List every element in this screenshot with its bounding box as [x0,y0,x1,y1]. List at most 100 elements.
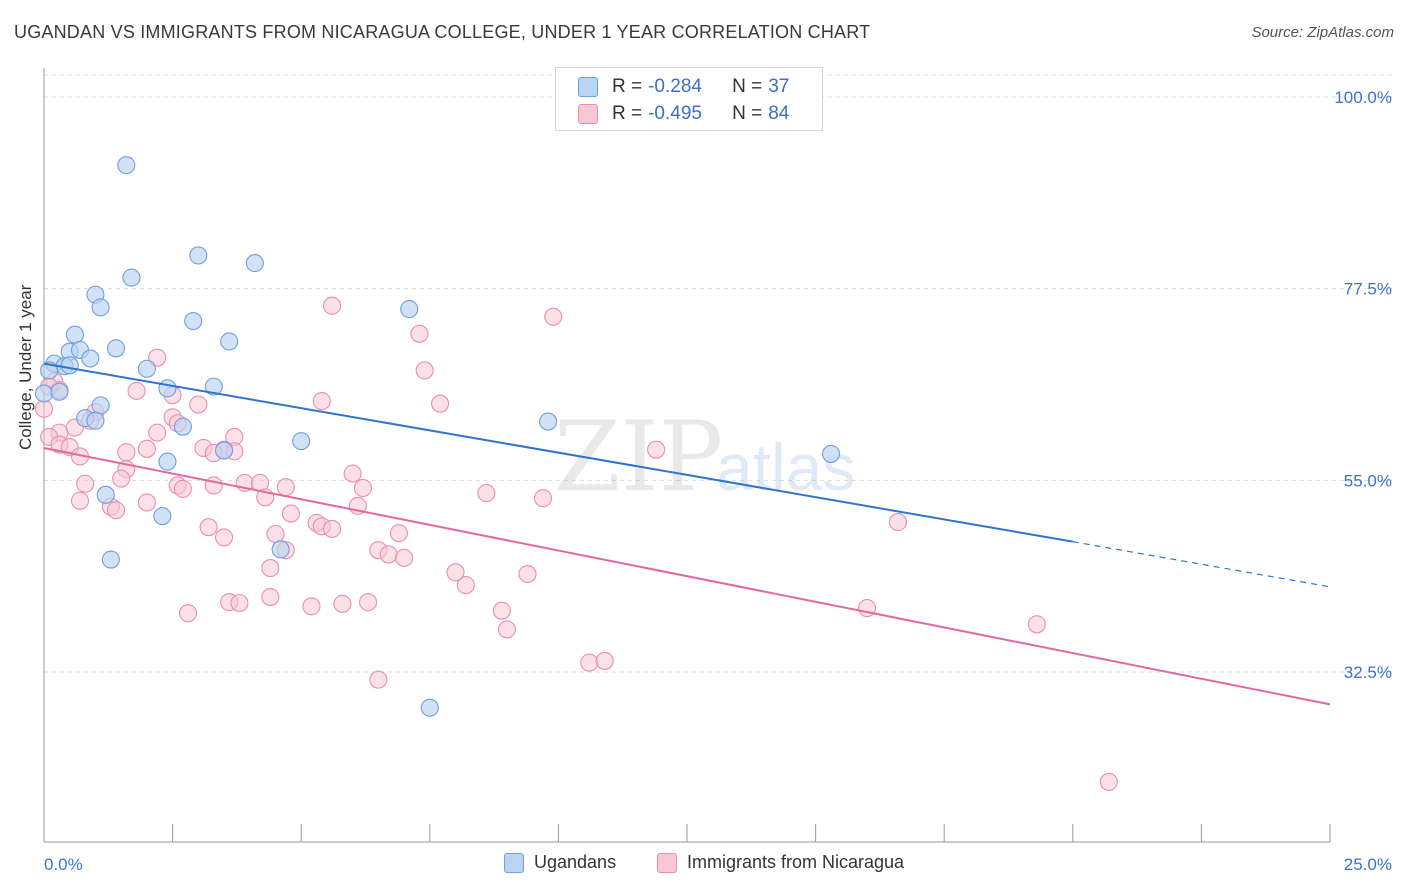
legend-r-value: -0.284 [648,76,702,97]
ugandan-point [122,268,141,287]
legend-n-label: N = [732,103,763,124]
ugandan-point [292,432,311,451]
series-ugandans-points [34,156,841,717]
nicaragua-point [70,491,90,510]
y-tick-label: 100.0% [1334,88,1392,107]
ugandan-point [400,300,419,319]
ugandan-point [153,507,172,526]
ugandan-point [34,384,54,403]
series-nicaragua-points [34,296,1118,791]
ugandan-point [214,441,234,460]
series-legend: Ugandans Immigrants from Nicaragua [0,852,1406,878]
nicaragua-point [410,324,429,343]
tick-labels: 100.0% 77.5% 55.0% 32.5% 0.0% 25.0% [44,88,1392,874]
ugandan-point [539,412,558,431]
nicaragua-point [544,307,563,326]
axes [43,68,1331,843]
nicaragua-point [178,604,198,623]
nicaragua-point [353,478,372,498]
legend-row-nicaragua: R = -0.495 N = 84 [578,103,789,125]
ugandan-point [91,396,110,415]
nicaragua-point [446,563,465,582]
legend-swatch-blue [504,852,524,873]
nicaragua-point [323,519,342,538]
nicaragua-point [333,594,352,613]
ugandan-point [81,349,100,368]
nicaragua-point [276,478,295,497]
legend-item-ugandans[interactable]: Ugandans [504,852,616,873]
nicaragua-point [533,489,553,508]
nicaragua-point [389,524,408,543]
x-tick-label-min: 0.0% [44,855,83,874]
nicaragua-point [281,504,300,523]
ugandan-point [420,698,439,717]
y-tick-label: 55.0% [1344,471,1392,490]
nicaragua-point [266,524,285,544]
nicaragua-point [415,361,434,380]
nicaragua-point [199,518,218,537]
ugandan-point [245,254,264,273]
nicaragua-point [431,394,450,413]
correlation-legend: R = -0.284 N = 37 R = -0.495 N = 84 [555,67,823,131]
nicaragua-point [1027,615,1046,634]
nicaragua-point [204,476,223,495]
ugandan-point [821,444,841,463]
nicaragua-point [148,423,167,442]
nicaragua-point [379,545,398,564]
nicaragua-point [343,464,362,483]
nicaragua-trend-line [43,446,1331,706]
nicaragua-point [34,399,54,418]
nicaragua-point [359,593,378,612]
legend-n-label: N = [732,76,763,97]
nicaragua-point [395,548,414,567]
nicaragua-point [477,484,496,503]
ugandan-point [220,332,239,351]
x-tick-label-max: 25.0% [1344,855,1392,874]
ugandan-point [60,356,79,375]
ugandan-point [86,411,105,430]
ugandan-point [50,382,69,401]
nicaragua-point [112,469,131,488]
ugandan-point [96,485,115,504]
legend-item-nicaragua[interactable]: Immigrants from Nicaragua [657,852,904,873]
nicaragua-point [230,593,249,613]
ugandan-point [158,379,177,398]
ugandan-point [137,359,156,378]
legend-swatch-pink [578,104,598,124]
trend-lines [43,362,1331,706]
nicaragua-point [302,597,321,616]
ugandan-point [184,311,203,331]
y-tick-label: 32.5% [1344,663,1392,682]
nicaragua-point [1099,772,1118,791]
ugandan-point [65,325,84,344]
ugandan-point [271,540,290,559]
nicaragua-point [312,392,331,411]
nicaragua-point [106,501,126,520]
nicaragua-point [148,348,167,367]
nicaragua-point [261,559,280,578]
nicaragua-point [369,670,388,689]
legend-n-value: 84 [768,103,790,124]
nicaragua-point [888,513,907,532]
ugandan-point [189,246,208,265]
legend-row-ugandans: R = -0.284 N = 37 [578,76,789,98]
legend-r-value: -0.495 [648,103,702,124]
ugandan-point [106,339,126,358]
nicaragua-point [214,528,234,547]
nicaragua-point [323,296,342,315]
nicaragua-point [595,651,614,670]
nicaragua-point [189,395,208,414]
legend-r-label: R = [612,76,643,97]
legend-swatch-pink [657,852,677,873]
ugandans-trend-extension [1072,541,1331,588]
nicaragua-point [137,439,156,458]
nicaragua-point [127,381,146,400]
nicaragua-point [137,493,156,512]
ugandan-point [91,298,110,317]
legend-n-value: 37 [768,76,790,97]
nicaragua-point [492,601,511,620]
nicaragua-point [173,479,192,498]
legend-r-label: R = [612,103,643,124]
legend-label-nicaragua: Immigrants from Nicaragua [687,852,905,872]
